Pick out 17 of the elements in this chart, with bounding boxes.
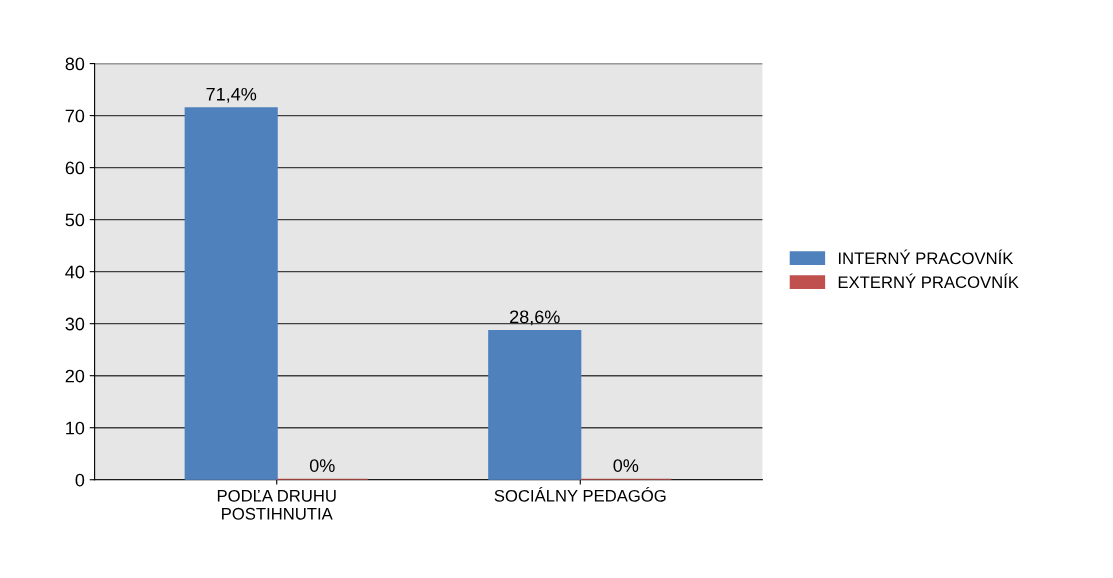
x-tick-label: SOCIÁLNY PEDAGÓG [494,487,666,502]
legend-label: INTERNÝ PRACOVNÍK [838,249,1014,265]
y-tick-label: 30 [65,317,85,331]
y-tick-label: 0 [75,473,85,487]
data-label: 0% [613,459,639,472]
y-tick-label: 40 [65,265,85,279]
y-tick-label: 10 [66,421,85,435]
legend-label: EXTERNÝ PRACOVNÍK [838,273,1019,289]
y-tick-label: 50 [65,213,85,227]
data-label: 0% [309,459,335,472]
x-tick-label: PODĽA DRUHU POSTIHNUTIA [217,489,336,520]
data-label: 28,6% [510,310,560,326]
y-tick-label: 60 [65,161,85,175]
y-tick-label: 70 [65,109,85,123]
y-tick-label: 20 [65,369,85,383]
data-label: 71,4% [206,87,257,103]
y-tick-label: 80 [65,57,85,71]
